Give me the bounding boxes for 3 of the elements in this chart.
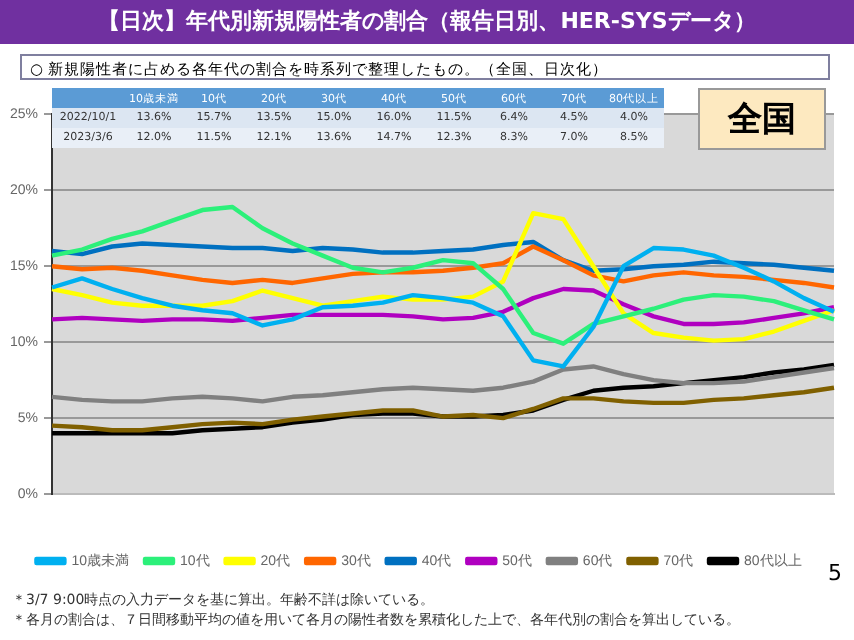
annotation: 全国 bbox=[698, 88, 826, 150]
chart-title: 【日次】年代別新規陽性者の割合（報告日別、HER-SYSデータ） bbox=[0, 0, 854, 44]
text: 5 bbox=[828, 560, 842, 586]
